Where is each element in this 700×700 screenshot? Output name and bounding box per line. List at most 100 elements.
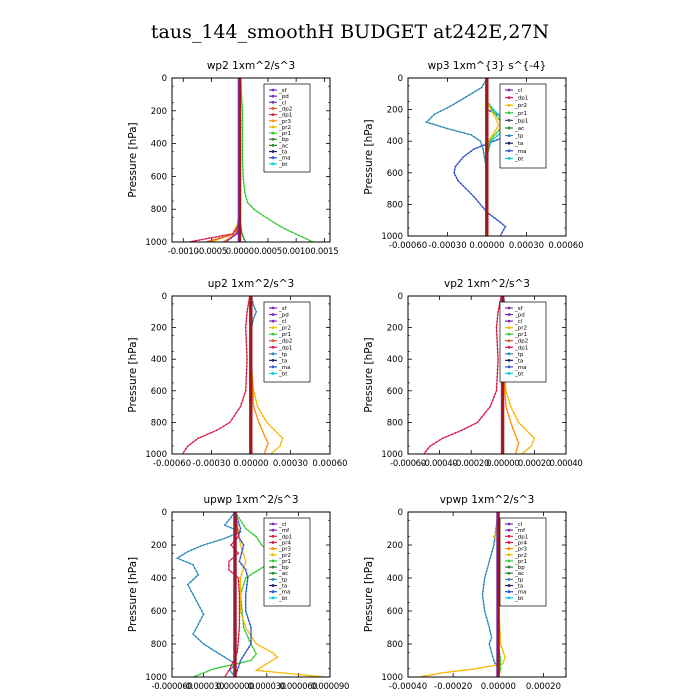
y-tick-label: 400 [387, 574, 403, 584]
legend-label-pr1: _pr1 [514, 559, 527, 565]
series-marker-tp [254, 314, 256, 316]
data-layer [419, 512, 506, 677]
series-marker-pr1 [242, 175, 245, 178]
series-marker-pr2 [242, 554, 245, 556]
legend-label-ac: _ac [514, 126, 524, 132]
series-marker-tp [230, 516, 232, 519]
y-tick-label: 200 [387, 106, 403, 116]
series-marker-ma [250, 626, 252, 629]
series-marker-dp1 [206, 433, 209, 436]
series-line-tp [425, 78, 488, 236]
series-marker-pr1 [241, 100, 243, 102]
series-marker-dp1 [238, 593, 241, 596]
series-marker-pr3 [265, 439, 268, 442]
legend-label-mf: _mf [278, 528, 290, 534]
series-marker-dp1 [496, 314, 499, 316]
series-marker-dp1 [494, 393, 497, 395]
series-marker-pr1 [255, 535, 258, 538]
series-marker-pr2 [263, 664, 266, 667]
series-marker-pr3 [262, 431, 264, 433]
series-marker-pr1 [258, 541, 261, 544]
series-marker-dp1 [495, 386, 498, 389]
series-marker-tp [213, 649, 216, 652]
series-marker-pr3 [259, 424, 262, 427]
series-marker-tp [188, 587, 191, 589]
series-marker-pr1 [241, 142, 244, 145]
series-marker-tp [226, 536, 229, 538]
series-marker-pr2 [513, 412, 515, 414]
series-marker-dp1 [230, 544, 232, 546]
series-marker-ma [244, 568, 247, 571]
series-marker-pr1 [241, 155, 244, 158]
legend-marker-pr1 [271, 131, 275, 135]
series-marker-pr2 [239, 610, 242, 612]
series-marker-ma [243, 654, 245, 656]
series-marker-dp1 [245, 365, 248, 368]
panel-2: up2 1xm^2/s^3 Pressure [hPa] 0 200 400 600 800… [127, 278, 348, 469]
series-marker-pr1 [236, 662, 239, 665]
legend-label-ma: _ma [514, 365, 526, 371]
series-marker-ma [496, 139, 498, 141]
series-marker-tp [483, 156, 486, 158]
series-marker-dp1 [470, 424, 473, 427]
series-marker-tp [486, 567, 489, 569]
series-marker-pr2 [239, 602, 242, 605]
series-marker-dp1 [233, 230, 236, 233]
series-marker-ma [250, 639, 252, 642]
series-marker-pr2 [276, 656, 279, 659]
series-marker-pr2 [499, 643, 502, 645]
series-marker-dp1 [229, 421, 231, 424]
plot-frame [407, 77, 567, 237]
series-marker-pr2 [241, 570, 244, 573]
series-marker-dp1 [229, 667, 231, 670]
series-marker-pr1 [257, 538, 259, 541]
legend-marker-ta [271, 358, 275, 362]
x-tick-label: 0.0005 [254, 247, 282, 257]
series-marker-pr1 [493, 135, 495, 137]
x-tick-label: -0.00040 [389, 682, 427, 692]
legend-label-ma: _ma [278, 365, 290, 371]
series-marker-dp1 [496, 372, 499, 375]
series-marker-tp [489, 647, 492, 649]
legend-label-dp2: _dp2 [278, 106, 292, 112]
series-marker-dp1 [211, 236, 214, 239]
series-marker-pr2 [533, 437, 536, 440]
series-marker-dp2 [214, 238, 217, 241]
series-marker-tp [482, 596, 484, 599]
series-marker-pr1 [252, 656, 255, 659]
series-marker-dp1 [208, 237, 211, 240]
series-marker-tp [492, 544, 495, 546]
series-line-dp1 [188, 78, 241, 242]
series-marker-tp [216, 539, 219, 542]
series-marker-pr1 [241, 139, 244, 142]
series-marker-pr1 [255, 570, 258, 573]
y-tick-label: 800 [151, 205, 167, 215]
series-marker-ma [249, 623, 251, 626]
legend-label-ac: _ac [278, 143, 288, 149]
series-marker-pr3 [509, 421, 512, 424]
series-marker-pr1 [241, 146, 244, 148]
series-marker-ma [504, 225, 507, 228]
series-marker-dp1 [237, 583, 240, 586]
series-marker-dp1 [427, 447, 429, 450]
series-marker-dp1 [225, 423, 228, 426]
series-marker-pr2 [517, 421, 520, 424]
series-marker-dp1 [441, 437, 444, 440]
panel-title: vp2 1xm^2/s^3 [444, 278, 530, 290]
y-tick-label: 1000 [381, 450, 403, 460]
series-marker-ma [453, 171, 455, 174]
series-marker-pr2 [264, 648, 267, 650]
legend-marker-pd [271, 94, 275, 98]
y-tick-label: 200 [151, 541, 167, 551]
series-marker-dp1 [238, 626, 241, 629]
series-marker-tp [176, 557, 179, 560]
legend-marker-bp [271, 565, 275, 569]
series-marker-pr2 [516, 418, 518, 421]
series-marker-pr1 [242, 622, 245, 625]
series-marker-pr2 [303, 674, 306, 676]
legend-label-cl: _cl [278, 319, 287, 325]
series-marker-pr2 [265, 662, 268, 665]
legend-marker-bt [507, 157, 511, 160]
series-marker-pr2 [474, 667, 477, 670]
series-marker-ma [244, 596, 247, 599]
